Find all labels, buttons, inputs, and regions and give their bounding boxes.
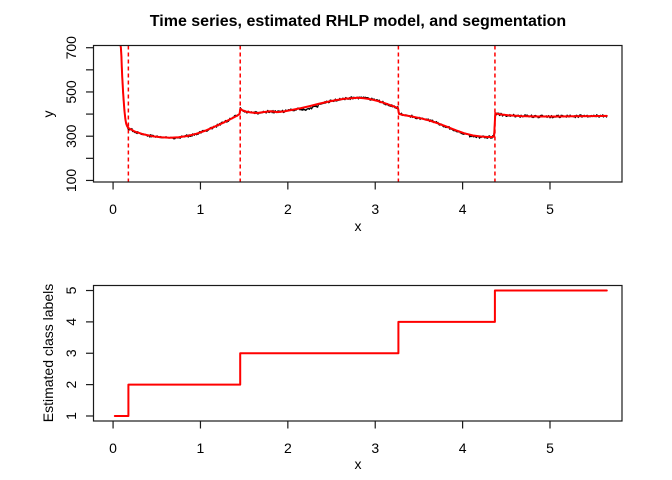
x-tick-label: 1 <box>197 440 205 456</box>
chart-title: Time series, estimated RHLP model, and s… <box>149 13 567 30</box>
x-tick-label: 1 <box>197 201 205 217</box>
y-tick-label: 2 <box>63 381 79 389</box>
y-tick-label: 700 <box>63 36 79 60</box>
x-tick-label: 4 <box>459 440 467 456</box>
bottom-panel-x-axis-label: x <box>354 456 362 472</box>
x-tick-label: 0 <box>109 440 117 456</box>
panel-1-plot-area <box>119 45 608 182</box>
x-tick-label: 5 <box>546 201 554 217</box>
y-tick-label: 4 <box>63 318 79 326</box>
panel-2-plot-area <box>113 289 608 417</box>
estimated-RHLP-model-series <box>119 45 608 139</box>
y-tick-label: 500 <box>63 80 79 104</box>
top-panel-x-axis-label: x <box>354 218 362 234</box>
y-tick-label: 100 <box>63 169 79 193</box>
x-tick-label: 2 <box>284 440 292 456</box>
estimated-class-labels-series <box>113 289 608 417</box>
x-tick-label: 3 <box>371 201 379 217</box>
panel-1-box <box>92 44 623 183</box>
x-tick-label: 3 <box>371 440 379 456</box>
x-tick-label: 4 <box>459 201 467 217</box>
top-panel-y-axis-label: y <box>40 110 56 118</box>
observed-time-series-series <box>119 45 608 140</box>
y-tick-label: 5 <box>63 286 79 294</box>
x-tick-label: 2 <box>284 201 292 217</box>
y-tick-label: 3 <box>63 349 79 357</box>
x-tick-label: 5 <box>546 440 554 456</box>
y-tick-label: 300 <box>63 124 79 148</box>
x-tick-label: 0 <box>109 201 117 217</box>
y-tick-label: 1 <box>63 412 79 420</box>
bottom-panel-y-axis-label: Estimated class labels <box>40 283 56 423</box>
